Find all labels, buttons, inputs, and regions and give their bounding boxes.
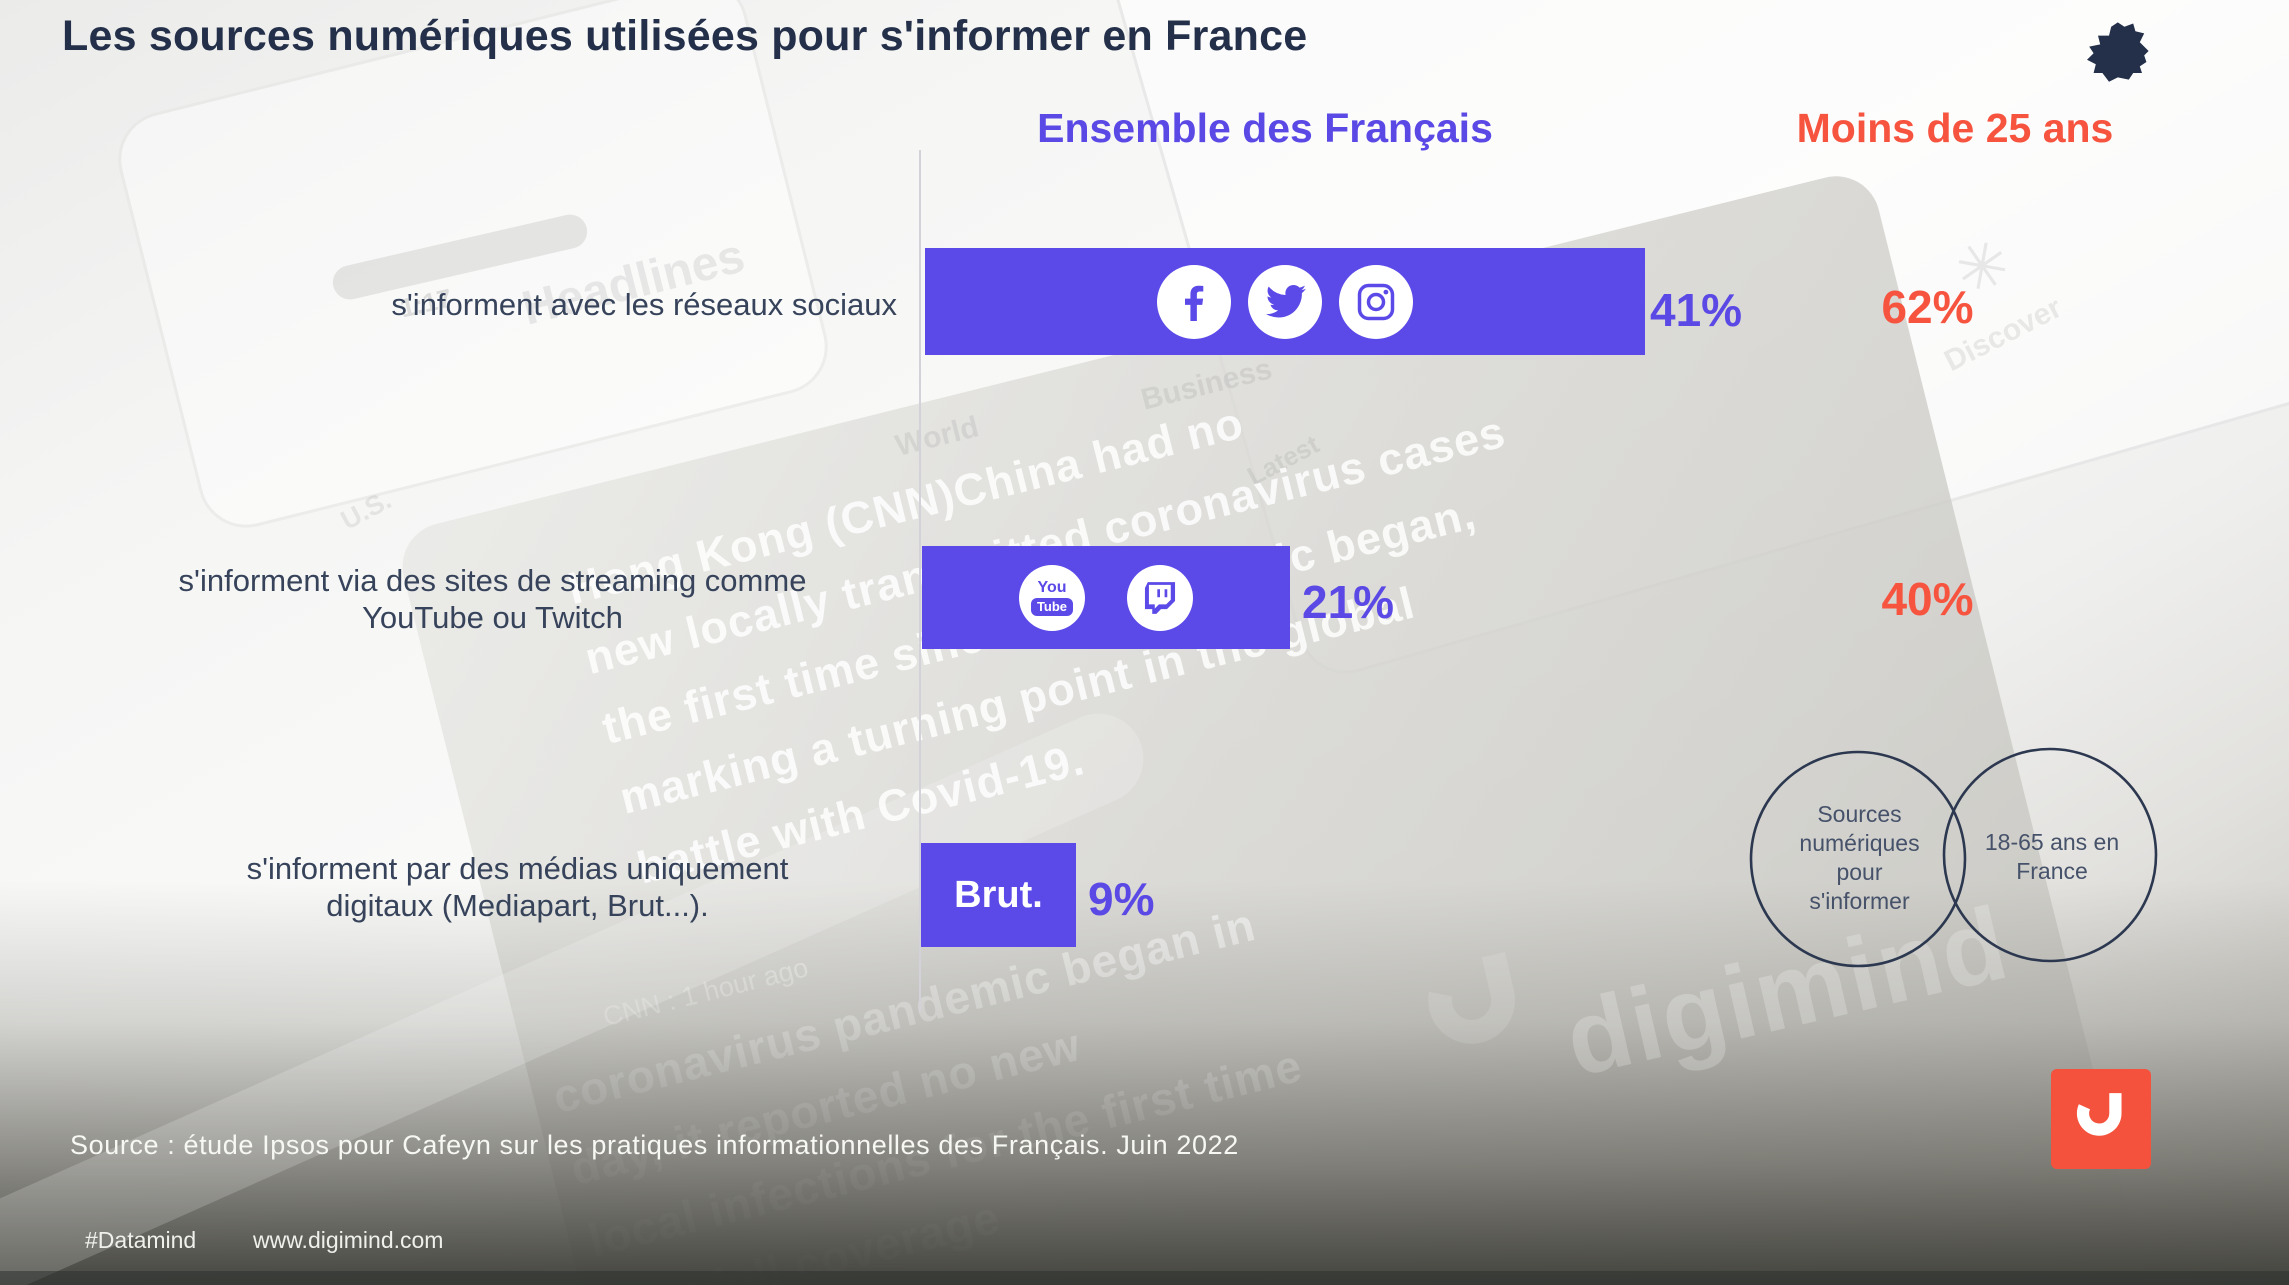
youtube-tube-text: Tube bbox=[1030, 597, 1074, 616]
row-label-medias-digitaux: s'informent par des médias uniquement di… bbox=[246, 851, 789, 923]
bottom-shade-overlay bbox=[0, 880, 2289, 1285]
venn-right-label: 18-65 ans en France bbox=[1984, 829, 2120, 884]
bar-streaming: You Tube bbox=[922, 546, 1290, 649]
venn-diagram bbox=[1730, 735, 2200, 1000]
bar-reseaux-sociaux bbox=[925, 248, 1645, 355]
row-label-streaming: s'informent via des sites de streaming c… bbox=[178, 563, 807, 635]
youtube-you-text: You bbox=[1037, 578, 1067, 596]
column-header-ensemble: Ensemble des Français bbox=[1037, 105, 1493, 151]
twitter-icon bbox=[1248, 264, 1322, 339]
value-medias-ensemble: 9% bbox=[1088, 873, 1155, 925]
facebook-icon bbox=[1157, 264, 1231, 339]
france-map-icon bbox=[2084, 18, 2156, 89]
value-reseaux-moins-25: 62% bbox=[1881, 281, 1974, 333]
bar-medias-digitaux: Brut. bbox=[921, 843, 1076, 947]
bg-us-text: U.S. bbox=[335, 484, 397, 536]
bottom-strip bbox=[0, 1271, 2289, 1285]
brut-logo-text: Brut. bbox=[954, 873, 1043, 916]
youtube-icon: You Tube bbox=[1019, 564, 1085, 631]
twitch-icon bbox=[1127, 564, 1193, 631]
venn-left-label: Sources numériques pour s'informer bbox=[1799, 801, 1920, 914]
bg-world-text: World bbox=[892, 410, 983, 463]
row-label-reseaux-sociaux: s'informent avec les réseaux sociaux bbox=[391, 287, 897, 322]
value-streaming-moins-25: 40% bbox=[1881, 573, 1974, 625]
digimind-logo bbox=[2051, 1069, 2151, 1169]
bg-latest-text: Latest bbox=[1242, 428, 1324, 492]
bg-business-text: Business bbox=[1137, 352, 1276, 417]
digimind-magnet-watermark-icon bbox=[1393, 926, 1562, 1099]
hashtag-label: #Datamind bbox=[85, 1227, 197, 1253]
source-attribution: Source : étude Ipsos pour Cafeyn sur les… bbox=[70, 1130, 1239, 1160]
column-header-moins-25: Moins de 25 ans bbox=[1796, 105, 2114, 151]
value-streaming-ensemble: 21% bbox=[1302, 576, 1395, 628]
column-divider bbox=[919, 150, 921, 1012]
website-link[interactable]: www.digimind.com bbox=[253, 1227, 444, 1253]
page-title: Les sources numériques utilisées pour s'… bbox=[62, 12, 1308, 60]
value-reseaux-ensemble: 41% bbox=[1650, 284, 1743, 336]
instagram-icon bbox=[1339, 264, 1413, 339]
bg-phone-corner-shape bbox=[108, 0, 838, 538]
